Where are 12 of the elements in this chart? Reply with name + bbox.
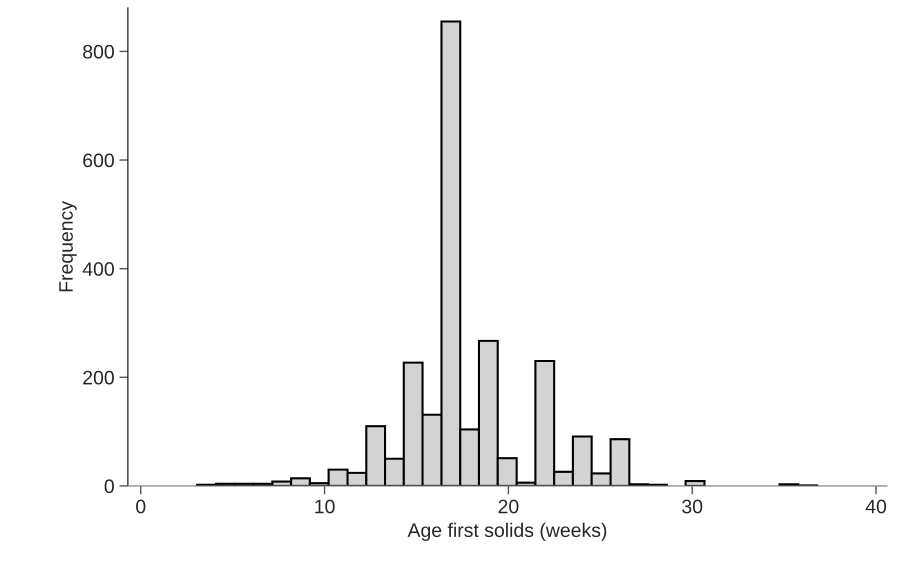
y-tick-label: 600: [83, 153, 114, 168]
y-axis-title: Frequency: [59, 201, 77, 292]
x-tick-label: 40: [866, 500, 886, 514]
x-tick-label: 30: [682, 500, 702, 514]
y-tick-label: 200: [83, 370, 114, 385]
y-tick-label: 0: [104, 479, 114, 494]
y-tick-label: 400: [82, 262, 114, 276]
x-tick-label: 0: [136, 500, 146, 514]
y-tick-label: 800: [83, 44, 114, 59]
x-axis-title: Age first solids (weeks): [408, 522, 606, 541]
x-tick-label: 10: [315, 500, 335, 514]
x-tick-label: 20: [498, 500, 518, 514]
